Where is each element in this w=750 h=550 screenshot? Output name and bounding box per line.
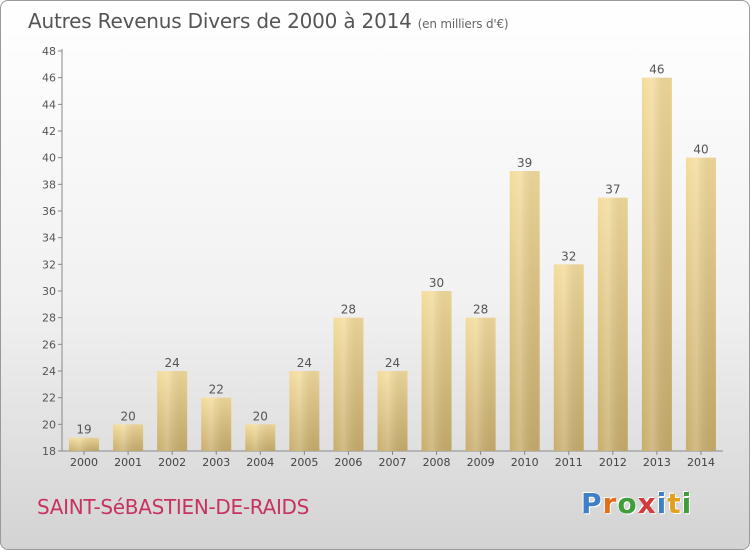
x-tick-label: 2011 xyxy=(555,456,583,469)
x-tick-label: 2005 xyxy=(290,456,318,469)
bar-value-label: 22 xyxy=(209,383,224,397)
chart-title-text: Autres Revenus Divers de 2000 à 2014 xyxy=(28,9,412,33)
y-tick-label: 42 xyxy=(42,125,56,138)
bar-sheen xyxy=(421,291,452,451)
logo-letter: P xyxy=(581,487,603,520)
bar-sheen xyxy=(685,157,716,451)
bar-value-label: 28 xyxy=(341,303,356,317)
x-tick-label: 2000 xyxy=(70,456,98,469)
x-tick-label: 2012 xyxy=(599,456,627,469)
bar-value-label: 37 xyxy=(605,183,620,197)
x-axis: 2000 2001 2002 2003 2004 2005 2006 2007 2008 2009… xyxy=(62,450,723,469)
x-tick-label: 2008 xyxy=(423,456,451,469)
x-tick-label: 2014 xyxy=(687,456,715,469)
y-tick-label: 32 xyxy=(42,258,56,271)
bar-sheen xyxy=(553,264,584,451)
y-axis: 18 20 22 24 26 28 30 32 34 36 38 40 42 44 46 48 xyxy=(42,45,63,458)
y-tick-label: 30 xyxy=(42,285,56,298)
bar-sheen xyxy=(333,317,364,451)
y-tick-label: 36 xyxy=(42,205,56,218)
data-labels-group: 19 20 24 22 20 24 28 24 30 28 39 32 37 46 40 xyxy=(76,63,708,437)
logo-letter: o xyxy=(617,487,638,520)
bar-sheen xyxy=(597,197,628,451)
bar-value-label: 24 xyxy=(297,356,312,370)
logo-letter: i xyxy=(656,487,668,520)
bar-sheen xyxy=(509,171,540,451)
bar-value-label: 20 xyxy=(120,409,135,423)
y-tick-label: 38 xyxy=(42,178,56,191)
bar-sheen xyxy=(465,317,496,451)
bar-sheen xyxy=(113,424,144,451)
logo-letter: x xyxy=(637,487,657,520)
y-tick-label: 18 xyxy=(42,445,56,458)
bar-value-label: 46 xyxy=(649,63,664,77)
x-tick-label: 2002 xyxy=(158,456,186,469)
bar-sheen xyxy=(289,371,320,451)
bar-value-label: 28 xyxy=(473,303,488,317)
bar-sheen xyxy=(641,77,672,452)
bar-value-label: 19 xyxy=(76,423,91,437)
y-tick-label: 46 xyxy=(42,72,56,85)
bar-sheen xyxy=(377,371,408,451)
place-name: SAINT-SéBASTIEN-DE-RAIDS xyxy=(37,495,310,519)
y-tick-label: 34 xyxy=(42,232,56,245)
bar-sheen xyxy=(245,424,276,451)
x-tick-label: 2004 xyxy=(246,456,274,469)
bars-group xyxy=(69,77,716,452)
x-tick-label: 2003 xyxy=(202,456,230,469)
y-tick-label: 28 xyxy=(42,312,56,325)
logo-letter: t xyxy=(667,487,682,520)
x-tick-label: 2006 xyxy=(334,456,362,469)
proxiti-logo: Proxiti xyxy=(581,487,692,520)
bar-value-label: 24 xyxy=(165,356,180,370)
x-tick-label: 2013 xyxy=(643,456,671,469)
bar-value-label: 24 xyxy=(385,356,400,370)
bar-value-label: 40 xyxy=(693,143,708,157)
bar-value-label: 32 xyxy=(561,249,576,263)
y-tick-label: 20 xyxy=(42,418,56,431)
bar-sheen xyxy=(157,371,188,451)
x-tick-label: 2010 xyxy=(511,456,539,469)
y-tick-label: 40 xyxy=(42,152,56,165)
y-tick-label: 26 xyxy=(42,338,56,351)
bar-sheen xyxy=(69,437,100,451)
bar-value-label: 30 xyxy=(429,276,444,290)
y-tick-label: 44 xyxy=(42,98,56,111)
bar-value-label: 39 xyxy=(517,156,532,170)
bar-value-label: 20 xyxy=(253,409,268,423)
chart-title: Autres Revenus Divers de 2000 à 2014 (en … xyxy=(28,9,509,33)
y-tick-label: 48 xyxy=(42,45,56,58)
bar-sheen xyxy=(201,397,232,451)
y-tick-label: 24 xyxy=(42,365,56,378)
logo-letter: r xyxy=(602,487,618,520)
logo-letter: i xyxy=(681,487,693,520)
x-tick-label: 2007 xyxy=(379,456,407,469)
x-tick-label: 2001 xyxy=(114,456,142,469)
chart-subtitle: (en milliers d'€) xyxy=(417,17,509,31)
y-tick-label: 22 xyxy=(42,392,56,405)
x-tick-label: 2009 xyxy=(467,456,495,469)
